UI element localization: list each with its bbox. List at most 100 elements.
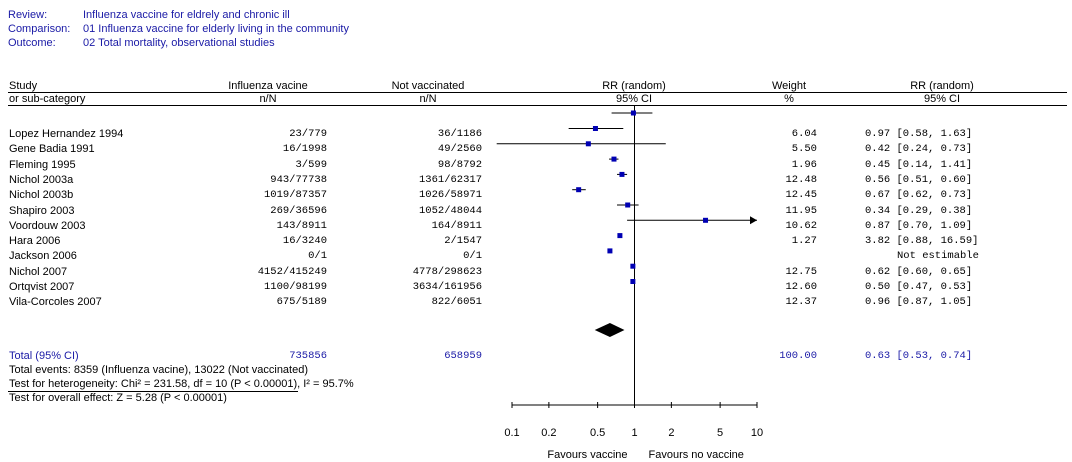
- study-ci-text: 0.67 [0.62, 0.73]: [865, 189, 973, 202]
- study-name: Hara 2006: [9, 235, 61, 248]
- study-control: 36/1186: [437, 128, 482, 140]
- study-weight: 12.45: [785, 189, 817, 202]
- favours-right-label: Favours no vaccine: [649, 449, 744, 461]
- col-weight: Weight: [771, 80, 807, 92]
- study-point-marker: [585, 141, 591, 147]
- outcome-value: 02 Total mortality, observational studie…: [83, 37, 275, 49]
- x-tick-label: 1: [631, 427, 637, 439]
- col-effect: RR (random): [910, 80, 974, 92]
- study-ci-text: 0.62 [0.60, 0.65]: [865, 265, 973, 278]
- col-study: Study: [9, 80, 38, 92]
- header-divider-bottom: [8, 105, 1067, 106]
- heterogeneity-test: Test for heterogeneity: Chi² = 231.58, d…: [9, 378, 354, 390]
- study-point-marker: [625, 202, 631, 208]
- study-treat: 143/8911: [276, 219, 327, 232]
- col-control: Not vaccinated: [391, 80, 465, 92]
- total-events: Total events: 8359 (Influenza vacine), 1…: [9, 364, 309, 376]
- study-treat: 269/36596: [270, 204, 327, 217]
- study-name: Vila-Corcoles 2007: [9, 296, 102, 309]
- study-treat: 1100/98199: [263, 281, 327, 293]
- col-treatment: Influenza vacine: [228, 80, 308, 92]
- header-divider-top: [8, 92, 1067, 93]
- overall-effect-test: Test for overall effect: Z = 5.28 (P < 0…: [9, 392, 227, 404]
- study-control: 822/6051: [431, 296, 482, 309]
- study-ci-text: 0.50 [0.47, 0.53]: [865, 281, 973, 293]
- study-treat: 675/5189: [276, 296, 327, 309]
- study-ci-text: 3.82 [0.88, 16.59]: [865, 235, 979, 248]
- col-effect-sub: 95% CI: [923, 93, 961, 105]
- study-ci-text: 0.42 [0.24, 0.73]: [865, 143, 973, 156]
- footer-divider: [8, 391, 298, 392]
- study-ci-text: Not estimable: [897, 250, 979, 263]
- study-name: Nichol 2007: [9, 265, 68, 278]
- study-ci-text: 0.34 [0.29, 0.38]: [865, 204, 973, 217]
- x-tick-label: 10: [751, 427, 763, 439]
- study-name: Gene Badia 1991: [9, 143, 95, 156]
- outcome-label: Outcome:: [8, 37, 56, 49]
- study-treat: 1019/87357: [263, 189, 327, 202]
- study-treat: 943/77738: [270, 173, 327, 186]
- study-weight: 1.27: [791, 235, 817, 248]
- col-weight-sub: %: [784, 93, 794, 105]
- study-weight: 12.37: [785, 296, 817, 309]
- study-weight: 6.04: [791, 128, 817, 140]
- total-weight: 100.00: [779, 350, 817, 362]
- study-point-marker: [630, 279, 636, 284]
- favours-left-label: Favours vaccine: [547, 449, 627, 461]
- study-name: Ortqvist 2007: [9, 281, 75, 293]
- study-treat: 0/1: [308, 250, 327, 263]
- study-control: 2/1547: [444, 235, 482, 248]
- study-ci-text: 0.96 [0.87, 1.05]: [865, 296, 973, 309]
- study-name: Nichol 2003b: [9, 189, 74, 202]
- x-tick-label: 0.1: [504, 427, 519, 439]
- study-control: 164/8911: [431, 219, 482, 232]
- study-weight: 11.95: [785, 204, 817, 217]
- study-point-marker: [576, 187, 582, 193]
- x-tick-label: 2: [668, 427, 674, 439]
- study-control: 1361/62317: [418, 173, 482, 186]
- study-point-marker: [619, 171, 625, 177]
- study-control: 49/2560: [437, 143, 482, 156]
- study-point-marker: [592, 126, 598, 131]
- study-control: 0/1: [463, 250, 482, 263]
- study-point-marker: [607, 248, 613, 254]
- total-treat: 735856: [289, 350, 327, 362]
- comparison-value: 01 Influenza vaccine for elderly living …: [83, 23, 349, 35]
- study-treat: 4152/415249: [257, 265, 327, 278]
- study-treat: 23/779: [289, 128, 327, 140]
- col-plot-sub: 95% CI: [615, 93, 653, 105]
- study-name: Lopez Hernandez 1994: [9, 128, 124, 140]
- study-weight: 12.75: [785, 265, 817, 278]
- study-name: Jackson 2006: [9, 250, 77, 263]
- review-value: Influenza vaccine for eldrely and chroni…: [83, 9, 290, 21]
- study-point-marker: [630, 263, 636, 269]
- study-ci-text: 0.56 [0.51, 0.60]: [865, 173, 973, 186]
- study-weight: 1.96: [791, 158, 817, 171]
- study-ci-text: 0.97 [0.58, 1.63]: [865, 128, 973, 140]
- study-weight: 10.62: [785, 219, 817, 232]
- x-tick-label: 0.2: [541, 427, 556, 439]
- study-weight: 12.48: [785, 173, 817, 186]
- comparison-label: Comparison:: [8, 23, 71, 35]
- study-point-marker: [617, 233, 623, 239]
- col-control-sub: n/N: [419, 93, 437, 105]
- study-treat: 16/1998: [282, 143, 327, 156]
- study-treat: 3/599: [295, 158, 327, 171]
- study-ci-text: 0.87 [0.70, 1.09]: [865, 219, 973, 232]
- col-study-sub: or sub-category: [9, 93, 86, 105]
- pooled-diamond: [594, 323, 625, 337]
- study-name: Fleming 1995: [9, 158, 76, 171]
- total-control: 658959: [444, 350, 482, 362]
- ci-arrow-marker: [750, 216, 757, 225]
- study-ci-text: 0.45 [0.14, 1.41]: [865, 158, 973, 171]
- study-weight: 12.60: [785, 281, 817, 293]
- study-weight: 5.50: [791, 143, 817, 156]
- study-point-marker: [703, 217, 709, 223]
- study-name: Shapiro 2003: [9, 204, 75, 217]
- study-name: Voordouw 2003: [9, 219, 86, 232]
- study-point-marker: [611, 156, 617, 162]
- x-tick-label: 0.5: [590, 427, 605, 439]
- col-treatment-sub: n/N: [259, 93, 277, 105]
- study-name: Nichol 2003a: [9, 173, 74, 186]
